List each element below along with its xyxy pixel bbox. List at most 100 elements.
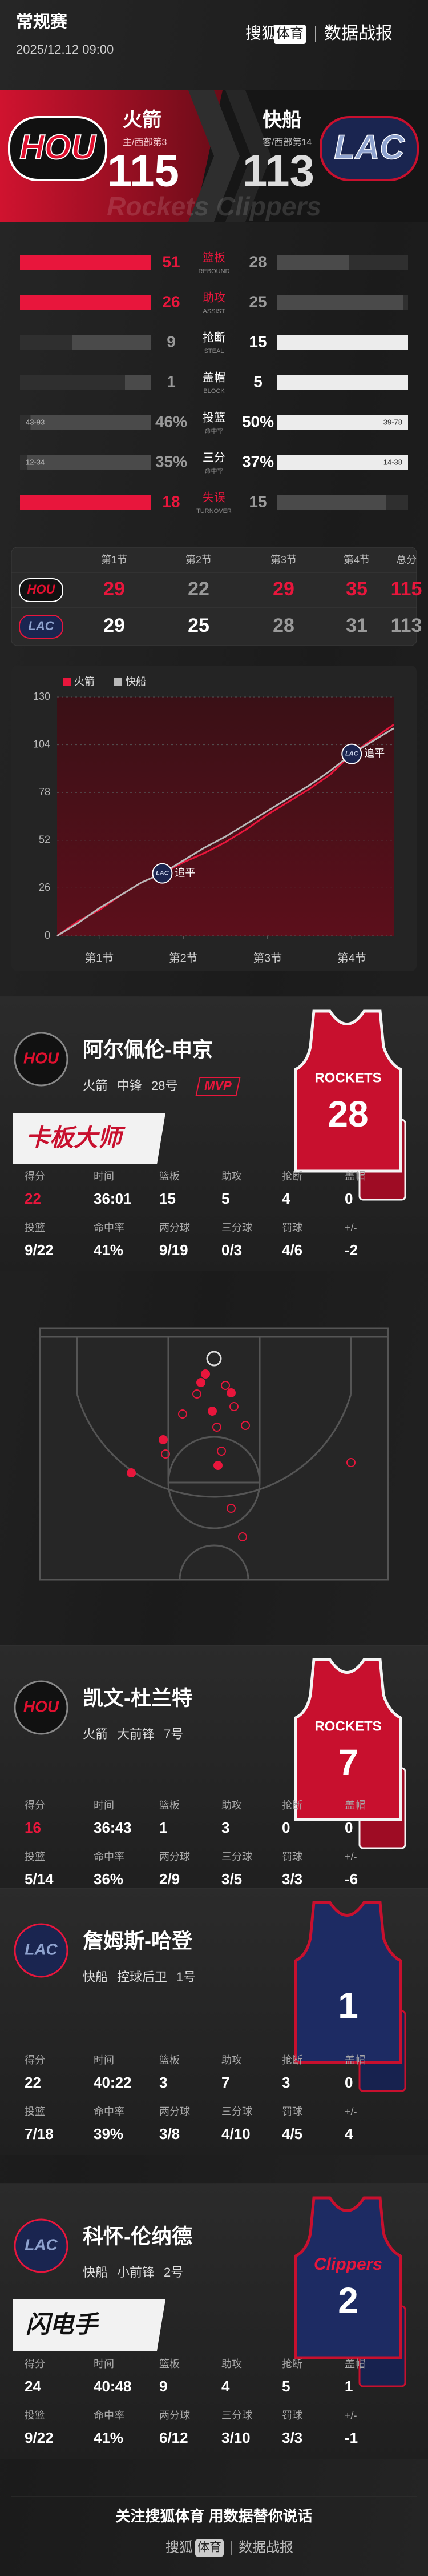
stat-value: 3 — [159, 2074, 167, 2091]
stat-label: 罚球 — [282, 2106, 302, 2117]
stat-sub: REBOUND — [198, 268, 229, 275]
away-bar — [277, 495, 386, 510]
home-value: 26 — [162, 293, 180, 310]
stat-value: 41% — [94, 1241, 123, 1259]
annotation-logo: LAC — [156, 870, 169, 877]
banner-chevron — [188, 90, 240, 222]
home-value: 51 — [162, 253, 180, 270]
stat-label: 篮板 — [159, 2054, 180, 2066]
stat-value: 0 — [345, 1819, 353, 1836]
stat-label: +/- — [345, 1222, 357, 1233]
player-number: 7号 — [164, 1727, 183, 1741]
home-bar — [125, 375, 151, 390]
stat-value: 4/5 — [282, 2125, 302, 2142]
stat-label: 得分 — [25, 2358, 45, 2370]
stat-value: 3/8 — [159, 2125, 180, 2142]
y-tick-label: 26 — [39, 882, 50, 893]
brand-tag: 体育 — [276, 26, 304, 41]
player-logo-badge — [14, 1923, 68, 1978]
shot — [217, 1447, 226, 1456]
stat-label: 投篮 — [25, 2106, 45, 2117]
stat-label: 篮板 — [203, 251, 225, 264]
shot — [227, 1388, 236, 1397]
jersey — [294, 1658, 402, 1821]
footer-tag-box — [195, 2539, 224, 2557]
plot-area — [57, 697, 394, 936]
stat-label: 时间 — [94, 2358, 114, 2370]
player-name: 科怀-伦纳德 — [83, 2225, 192, 2248]
stat-sub: TURNOVER — [196, 508, 232, 515]
stat-value: 22 — [25, 1190, 41, 1207]
stat-label: 得分 — [25, 1800, 45, 1811]
x-tick-label: 第3节 — [253, 951, 282, 964]
stat-value: 0 — [345, 1190, 353, 1207]
stat-value: 5 — [221, 1190, 229, 1207]
player-name: 詹姆斯-哈登 — [83, 1929, 193, 1953]
player-logo-badge — [14, 2218, 68, 2273]
stat-label: 两分球 — [159, 2410, 190, 2421]
shot — [178, 1409, 187, 1419]
legend-label: 火箭 — [74, 676, 95, 687]
brand-tag-box — [274, 25, 306, 44]
stat-value: 15 — [159, 1190, 176, 1207]
away-bar — [277, 255, 349, 270]
stat-label: +/- — [345, 2106, 357, 2117]
stat-value: -2 — [345, 1241, 358, 1259]
home-bar — [27, 455, 151, 470]
quarter-header: 第1节 — [101, 554, 127, 566]
annotation-badge — [341, 743, 362, 764]
stat-label: 三分球 — [221, 1222, 252, 1233]
stat-label: 两分球 — [159, 1222, 190, 1233]
quarter-score: 31 — [346, 615, 368, 636]
stat-value: 7 — [221, 2074, 229, 2091]
shot — [213, 1461, 223, 1470]
stat-label: 三分 — [203, 451, 225, 464]
stat-label: 时间 — [94, 1800, 114, 1811]
quarter-header: 第2节 — [185, 554, 212, 566]
report-title: 数据战报 — [324, 24, 393, 43]
stat-label: 助攻 — [221, 1800, 242, 1811]
player-logo: LAC — [25, 2236, 58, 2253]
stat-value: 36% — [94, 1870, 123, 1888]
shot — [192, 1389, 201, 1399]
home-bar — [20, 495, 151, 510]
stat-label: 投篮 — [25, 1851, 45, 1862]
tag-box — [13, 1113, 165, 1164]
jersey-text: Clippers — [314, 2255, 382, 2274]
stat-label: 篮板 — [159, 2358, 180, 2370]
stat-label: 抢断 — [282, 2358, 302, 2370]
home-bar — [20, 295, 151, 310]
stat-label: 三分球 — [221, 2106, 252, 2117]
stat-value: 9/22 — [25, 1241, 54, 1259]
stat-value: 7/18 — [25, 2125, 54, 2142]
shot — [229, 1402, 239, 1411]
away-rank: 客/西部第14 — [263, 137, 312, 147]
player-team: 快船 — [83, 2265, 108, 2279]
jersey-number: 2 — [338, 2280, 358, 2321]
tag-box — [13, 2299, 165, 2351]
home-bar — [20, 255, 151, 270]
stat-value: 3/3 — [282, 1870, 302, 1888]
stat-label: 盖帽 — [345, 1171, 365, 1182]
tag: 闪电手 — [26, 2311, 100, 2338]
center-circle — [179, 1544, 249, 1580]
stat-label: 时间 — [94, 2054, 114, 2066]
stat-value: 4 — [345, 2125, 353, 2142]
stat-value: 36:01 — [94, 1190, 132, 1207]
stat-value: 3/3 — [282, 2429, 302, 2446]
home-value: 35% — [155, 452, 187, 470]
jersey-text: ROCKETS — [314, 1718, 381, 1734]
quarter-score: 29 — [103, 578, 125, 600]
away-bar — [277, 375, 408, 390]
stat-label: 三分球 — [221, 1851, 252, 1862]
stat-sub: BLOCK — [203, 388, 225, 395]
player-name: 凯文-杜兰特 — [83, 1686, 192, 1710]
stat-value: 1 — [345, 2378, 353, 2395]
stat-value: -1 — [345, 2429, 358, 2446]
away-value: 28 — [249, 253, 267, 270]
stat-label: 盖帽 — [345, 1800, 365, 1811]
stat-label: 抢断 — [282, 1171, 302, 1182]
away-name: 快船 — [263, 109, 301, 131]
